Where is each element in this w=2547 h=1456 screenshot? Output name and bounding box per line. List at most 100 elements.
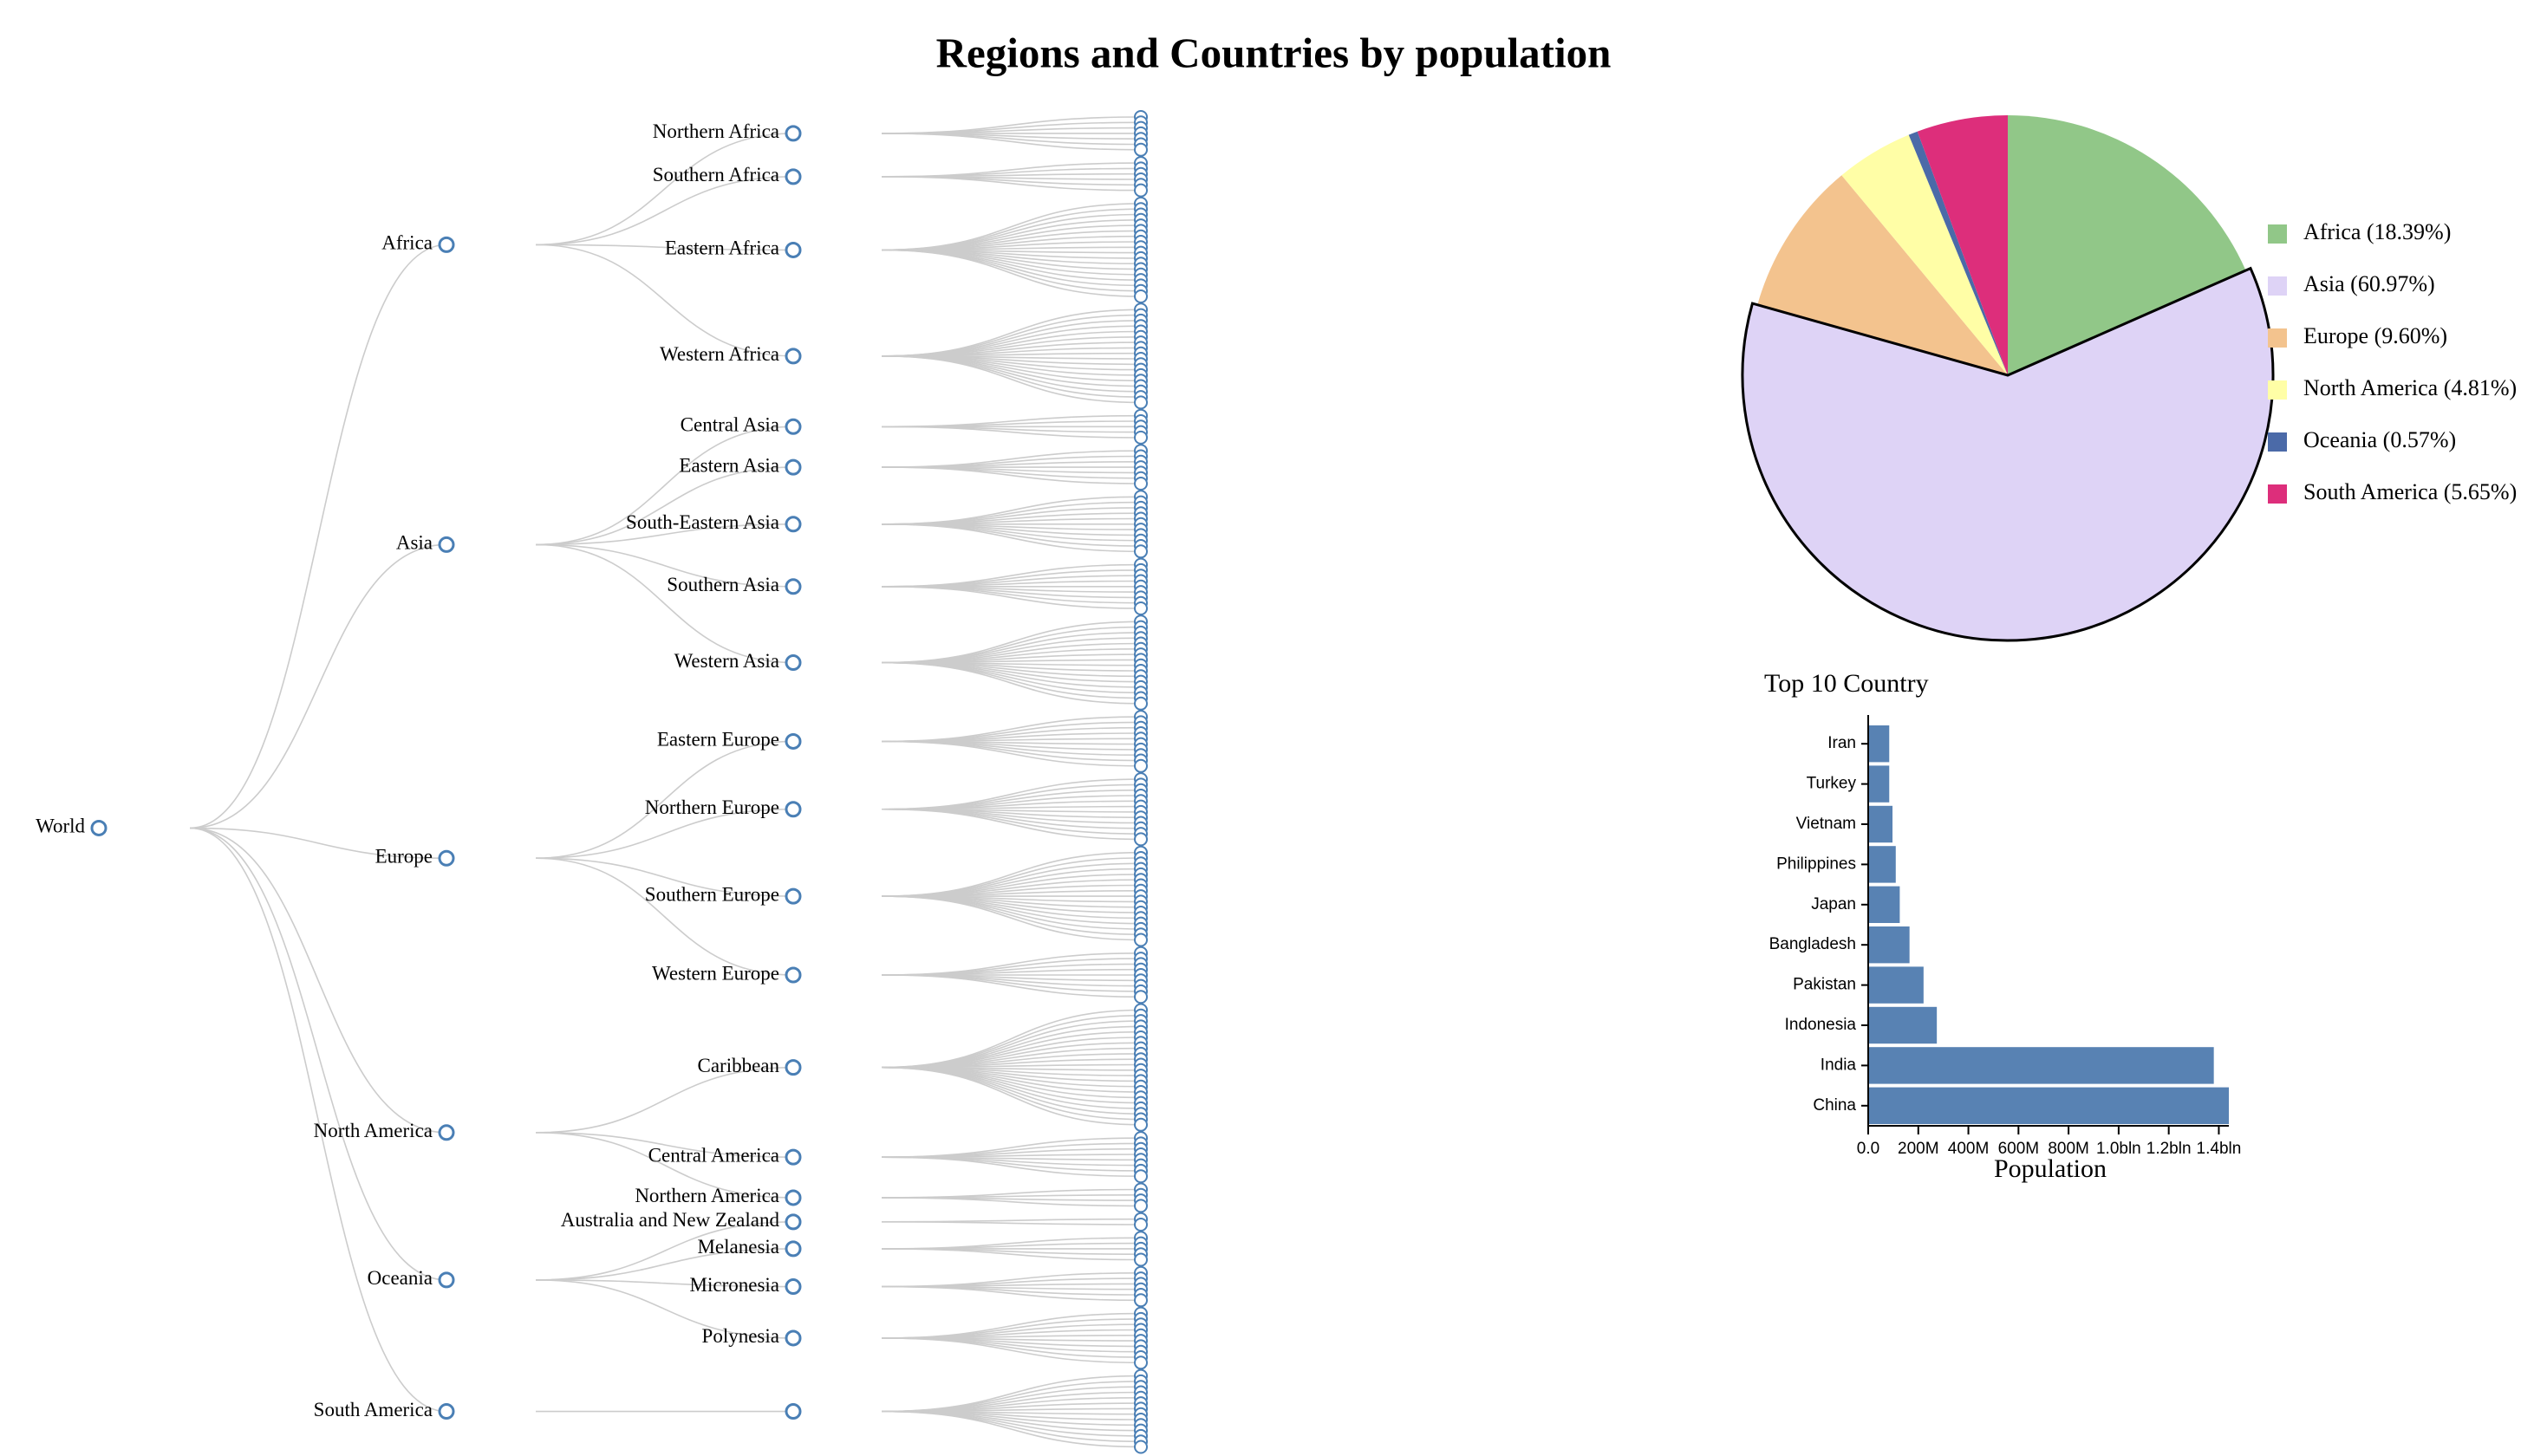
tree-link — [881, 461, 1142, 468]
region-label: Europe — [375, 846, 433, 868]
tree-node — [785, 801, 802, 818]
subregion-label: South-Eastern Asia — [626, 511, 779, 533]
legend-swatch — [2268, 276, 2287, 296]
tree-link — [881, 586, 1142, 609]
legend-swatch — [2268, 432, 2287, 452]
tree-link — [535, 244, 794, 357]
tree-link — [881, 523, 1142, 553]
legend-label: Oceania (0.57%) — [2303, 427, 2456, 452]
tree-node — [785, 1148, 802, 1166]
pie-slice — [1841, 134, 2008, 375]
tree-link — [881, 1242, 1142, 1250]
page-title: Regions and Countries by population — [936, 29, 1612, 76]
tree-link — [881, 1248, 1142, 1261]
subregion-label: Melanesia — [697, 1236, 779, 1258]
tree-node — [785, 1329, 802, 1347]
subregion-label: Southern Europe — [645, 883, 779, 905]
tree-node — [438, 1271, 455, 1289]
bar — [1868, 1087, 2229, 1124]
tree-link — [535, 1132, 794, 1158]
tree-node — [785, 418, 802, 435]
tree-node — [785, 966, 802, 984]
tree-link — [535, 426, 794, 546]
x-tick-label: 1.0bln — [2096, 1140, 2141, 1158]
tree-link — [535, 857, 794, 897]
region-label: Africa — [381, 232, 433, 254]
subregion-label: Southern Africa — [653, 164, 779, 185]
leaf-node — [1134, 289, 1148, 303]
tree-link — [881, 133, 1142, 151]
tree-link — [189, 244, 447, 829]
nodes: Northern Africa Southern Africa Eastern Af… — [36, 110, 1148, 1454]
y-tick-label: Iran — [1827, 734, 1856, 752]
tree-node — [785, 1240, 802, 1258]
bar — [1868, 1047, 2214, 1084]
leaf-node — [1134, 990, 1148, 1004]
legend-label: South America (5.65%) — [2303, 479, 2517, 504]
tree-link — [881, 1410, 1142, 1448]
tree-link — [189, 827, 447, 1281]
legend-swatch — [2268, 224, 2287, 244]
subregion-label: Northern Europe — [645, 796, 779, 818]
tree-node — [438, 1403, 455, 1420]
leaf-node — [1134, 1117, 1148, 1132]
tree-link — [881, 176, 1142, 192]
tree-link — [881, 420, 1142, 428]
bar — [1868, 805, 1893, 843]
x-tick-label: 600M — [1998, 1140, 2040, 1158]
x-tick-label: 800M — [2048, 1140, 2089, 1158]
leaf-node — [1134, 758, 1148, 773]
leaf-node — [1134, 832, 1148, 847]
tree-link — [189, 543, 447, 829]
leaf-node — [1134, 601, 1148, 615]
tree-link — [535, 1221, 794, 1281]
tree-node — [785, 654, 802, 672]
tree-node — [90, 819, 107, 836]
tree-link — [881, 1066, 1142, 1126]
bar — [1868, 846, 1896, 883]
subregion-label: Central America — [648, 1144, 779, 1166]
subregion-label: Western Asia — [674, 650, 779, 672]
tree-node — [785, 1059, 802, 1076]
subregion-label: Northern America — [635, 1185, 779, 1206]
leaf-node — [1134, 142, 1148, 157]
bar — [1868, 966, 1924, 1004]
tree-link — [881, 127, 1142, 134]
tree-node — [785, 516, 802, 533]
region-label: Oceania — [368, 1267, 433, 1289]
tree-node — [785, 348, 802, 365]
tree-link — [189, 827, 447, 1134]
tree-link — [189, 827, 447, 860]
subregion-label: Australia and New Zealand — [561, 1209, 780, 1231]
tree-link — [535, 244, 794, 251]
bar-chart: Top 10 Country Population Iran Turkey Vietna… — [1764, 669, 2241, 1183]
tree-node — [785, 168, 802, 185]
tree-node — [785, 241, 802, 258]
tree-node — [785, 1213, 802, 1231]
subregion-label: Polynesia — [702, 1325, 779, 1347]
tree-node — [785, 1278, 802, 1296]
y-tick-label: China — [1813, 1096, 1856, 1115]
leaf-node — [1134, 477, 1148, 491]
subregion-label: Western Africa — [660, 343, 779, 365]
tree-link — [189, 827, 447, 1413]
subregion-label: Caribbean — [697, 1055, 779, 1076]
tree-link — [881, 974, 1142, 998]
x-tick-label: 1.4bln — [2197, 1140, 2242, 1158]
tree-link — [881, 868, 1142, 897]
leaf-node — [1134, 933, 1148, 947]
legend-swatch — [2268, 380, 2287, 400]
x-tick-label: 1.2bln — [2146, 1140, 2192, 1158]
pie-slice — [1908, 131, 2008, 375]
tree-link — [881, 355, 1142, 404]
tree-node — [785, 1189, 802, 1206]
tree-link — [881, 1156, 1142, 1177]
tree-node — [438, 849, 455, 867]
subregion-label: Eastern Europe — [657, 729, 779, 751]
pie-slice — [2008, 115, 2246, 375]
bar — [1868, 1006, 1938, 1044]
leaf-node — [1134, 1293, 1148, 1308]
leaf-node — [1134, 430, 1148, 445]
pie-chart: Africa (18.39%) Asia (60.97%) Europe (9.60… — [1741, 115, 2517, 642]
